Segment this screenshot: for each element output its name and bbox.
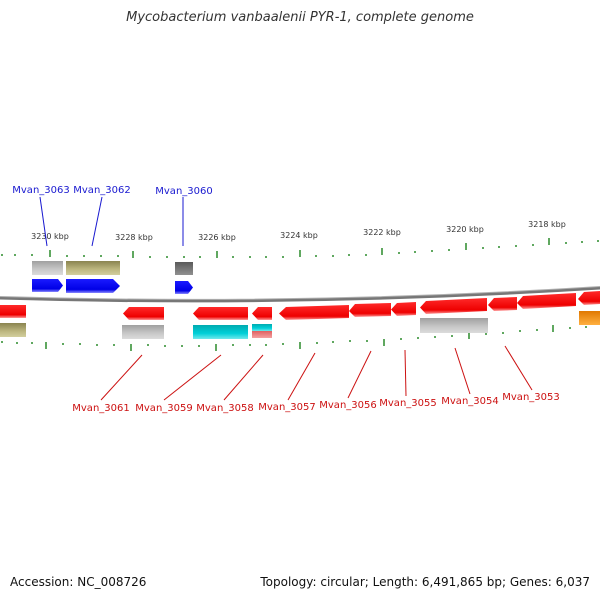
gene-arrow-mvan-3053[interactable] bbox=[517, 293, 576, 309]
gene-arrow-mvan-3053-a[interactable] bbox=[488, 297, 517, 311]
feature-block-olive[interactable] bbox=[66, 261, 120, 275]
gene-label-mvan-3057[interactable]: Mvan_3057 bbox=[258, 402, 315, 413]
feature-block-dark[interactable] bbox=[175, 262, 193, 275]
gene-arrow-mvan-3056[interactable] bbox=[349, 303, 391, 317]
scale-label: 3222 kbp bbox=[363, 228, 401, 237]
gene-arrow-mvan-3060[interactable] bbox=[175, 281, 193, 294]
gene-label-mvan-3056[interactable]: Mvan_3056 bbox=[319, 400, 376, 411]
scale-label: 3226 kbp bbox=[198, 233, 236, 242]
feature-block-gray-wide[interactable] bbox=[420, 318, 488, 333]
feature-block-cyan[interactable] bbox=[193, 325, 248, 339]
feature-block-gray[interactable] bbox=[122, 325, 164, 339]
gene-arrow-mvan-3054[interactable] bbox=[420, 298, 487, 314]
gene-arrow-mvan-3055[interactable] bbox=[391, 302, 416, 316]
gene-arrow-mvan-3062[interactable] bbox=[66, 279, 120, 293]
feature-block-cyan-small[interactable] bbox=[252, 324, 272, 331]
gene-label-mvan-3059[interactable]: Mvan_3059 bbox=[135, 403, 192, 414]
scale-label: 3224 kbp bbox=[280, 231, 318, 240]
gene-arrow-left-edge[interactable] bbox=[0, 305, 26, 318]
scale-label: 3220 kbp bbox=[446, 225, 484, 234]
gene-label-mvan-3054[interactable]: Mvan_3054 bbox=[441, 396, 498, 407]
gene-label-mvan-3060[interactable]: Mvan_3060 bbox=[155, 186, 212, 197]
scale-labels: 3230 kbp 3228 kbp 3226 kbp 3224 kbp 3222… bbox=[31, 220, 566, 242]
accession-text: Accession: NC_008726 bbox=[10, 575, 147, 589]
gene-arrow-mvan-3057[interactable] bbox=[279, 305, 349, 320]
map-title: Mycobacterium vanbaalenii PYR-1, complet… bbox=[126, 10, 474, 25]
feature-block-pink-small[interactable] bbox=[252, 331, 272, 338]
gene-label-mvan-3062[interactable]: Mvan_3062 bbox=[73, 185, 130, 196]
scale-label: 3230 kbp bbox=[31, 232, 69, 241]
gene-label-mvan-3058[interactable]: Mvan_3058 bbox=[196, 403, 253, 414]
gene-arrow-mvan-3061[interactable] bbox=[123, 307, 164, 320]
gene-arrow-mvan-3059[interactable] bbox=[193, 307, 248, 320]
gene-label-mvan-3063[interactable]: Mvan_3063 bbox=[12, 185, 69, 196]
scale-ticks-lower bbox=[1, 325, 587, 351]
callout-lines-forward bbox=[39, 196, 184, 247]
feature-block-gray[interactable] bbox=[32, 261, 63, 275]
genome-backbone bbox=[0, 286, 600, 303]
gene-label-mvan-3061[interactable]: Mvan_3061 bbox=[72, 403, 129, 414]
gene-arrow-right-edge[interactable] bbox=[578, 291, 600, 305]
gene-label-mvan-3055[interactable]: Mvan_3055 bbox=[379, 398, 436, 409]
gene-arrow-mvan-3058[interactable] bbox=[252, 307, 272, 320]
genome-stats-text: Topology: circular; Length: 6,491,865 bp… bbox=[260, 575, 590, 589]
scale-label: 3218 kbp bbox=[528, 220, 566, 229]
forward-gene-labels: Mvan_3063 Mvan_3062 Mvan_3060 bbox=[12, 185, 212, 197]
scale-ticks-upper bbox=[1, 238, 599, 258]
feature-block-olive-left[interactable] bbox=[0, 323, 26, 337]
gene-arrow-mvan-3063[interactable] bbox=[32, 279, 63, 292]
feature-block-orange[interactable] bbox=[579, 311, 600, 325]
scale-label: 3228 kbp bbox=[115, 233, 153, 242]
reverse-gene-labels: Mvan_3061 Mvan_3059 Mvan_3058 Mvan_3057 … bbox=[72, 392, 559, 414]
gene-label-mvan-3053[interactable]: Mvan_3053 bbox=[502, 392, 559, 403]
callout-lines-reverse bbox=[100, 345, 533, 401]
